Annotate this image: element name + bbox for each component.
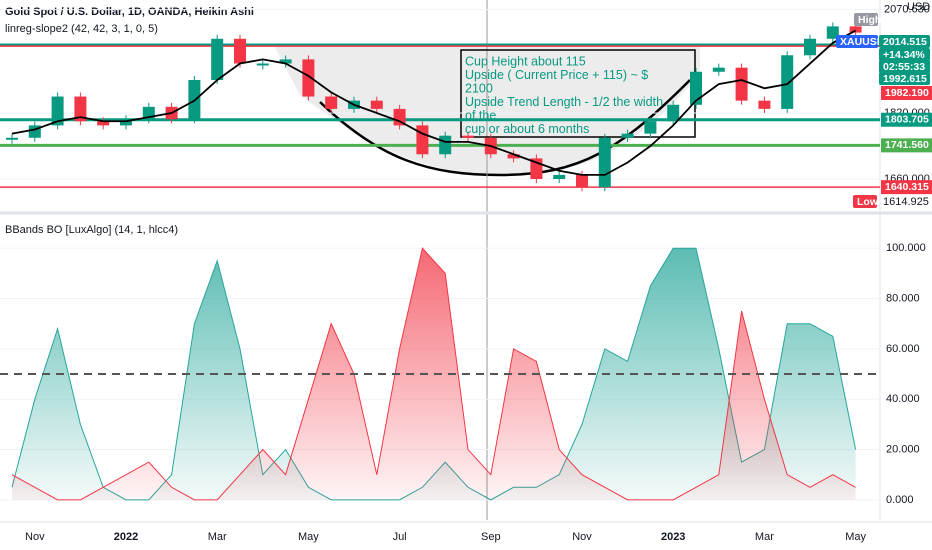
price-tag: +14.34%: [883, 49, 925, 61]
candle: [416, 125, 429, 155]
annotation-line: 2100: [465, 81, 493, 95]
candle: [735, 67, 748, 101]
candle: [644, 121, 657, 134]
candle: [781, 55, 794, 109]
candle: [97, 121, 110, 126]
tag-badge: [879, 72, 930, 85]
x-tick-label: Mar: [755, 531, 774, 543]
candle: [804, 38, 816, 56]
candle: [667, 104, 680, 122]
tag-badge: [879, 48, 930, 61]
candle: [325, 96, 338, 109]
x-tick-label: 2022: [114, 531, 138, 543]
y-tick-label: 60.000: [886, 343, 920, 355]
candle: [6, 137, 18, 140]
indicator-title: linreg-slope2 (42, 42, 3, 1, 0, 5): [5, 23, 158, 35]
price-tag: 1614.925: [883, 196, 929, 208]
tag-badge: [879, 60, 930, 73]
candle: [690, 71, 702, 105]
oscillator-title: BBands BO [LuxAlgo] (14, 1, hlcc4): [5, 224, 178, 236]
x-tick-label: Jul: [393, 531, 407, 543]
level-label: 1982.190: [885, 87, 929, 99]
candle: [370, 100, 383, 109]
ma-line: [11, 29, 857, 176]
price-tag: Low: [857, 196, 879, 208]
candle: [621, 133, 634, 138]
area-fill: [12, 248, 856, 500]
y-tick-label: 2070.630: [884, 4, 930, 16]
level-badge: [881, 180, 932, 195]
level-label: 1741.560: [885, 139, 929, 151]
tag-badge: [853, 195, 877, 208]
price-tag: 02:55:33: [883, 61, 925, 73]
chart-title: Gold Spot / U.S. Dollar, 1D, OANDA, Heik…: [5, 6, 254, 18]
annotation-line: Cup Height about 115: [465, 54, 586, 68]
x-tick-label: May: [845, 531, 866, 543]
x-tick-label: Mar: [208, 531, 227, 543]
y-tick-label: 40.000: [886, 393, 920, 405]
area-line: [11, 247, 856, 501]
x-tick-label: Nov: [25, 531, 45, 543]
level-label: 1640.315: [885, 181, 929, 193]
candle: [302, 59, 315, 97]
level-label: 1803.705: [885, 114, 929, 126]
candle: [576, 174, 588, 188]
tag-badge: [879, 35, 930, 48]
candle: [393, 108, 406, 126]
annotation-line: Upside Trend Length - 1/2 the width: [465, 95, 663, 109]
level-badge: [881, 86, 932, 100]
candle: [598, 137, 611, 188]
tag-badge: [854, 13, 878, 26]
price-tag: 1992.615: [883, 73, 927, 85]
price-tag: High: [858, 14, 881, 26]
y-tick-label: 100.000: [886, 242, 926, 254]
x-tick-label: Sep: [481, 531, 501, 543]
x-tick-label: 2023: [661, 531, 685, 543]
candle: [758, 100, 771, 109]
area-fill: [12, 248, 856, 500]
level-badge: [881, 138, 932, 153]
candle: [211, 38, 224, 81]
candle: [439, 135, 452, 155]
y-tick-label: 0.000: [886, 494, 914, 506]
y-tick-label: 20.000: [886, 443, 920, 455]
candle: [553, 174, 566, 180]
annotation-line: of the: [465, 108, 496, 122]
candle: [256, 63, 269, 66]
candle: [74, 96, 87, 122]
price-tag: XAUUSD: [840, 36, 885, 48]
x-tick-label: Nov: [572, 531, 592, 543]
level-badge: [881, 112, 932, 127]
candle: [826, 26, 839, 39]
tag-badge: [836, 35, 878, 48]
candle: [849, 26, 862, 33]
candle: [279, 59, 292, 64]
annotation-line: cup or about 6 months: [465, 122, 589, 136]
candle: [507, 154, 520, 159]
price-tag: 2014.515: [883, 36, 927, 48]
candle: [712, 67, 725, 72]
candle: [234, 38, 246, 64]
y-tick-label: 80.000: [886, 292, 920, 304]
candle: [51, 96, 64, 126]
candle: [120, 119, 132, 126]
candle: [462, 135, 474, 138]
price-tag: USD: [907, 1, 930, 13]
x-tick-label: May: [298, 531, 319, 543]
annotation-line: Upside ( Current Price + 115) ~ $: [465, 68, 648, 82]
